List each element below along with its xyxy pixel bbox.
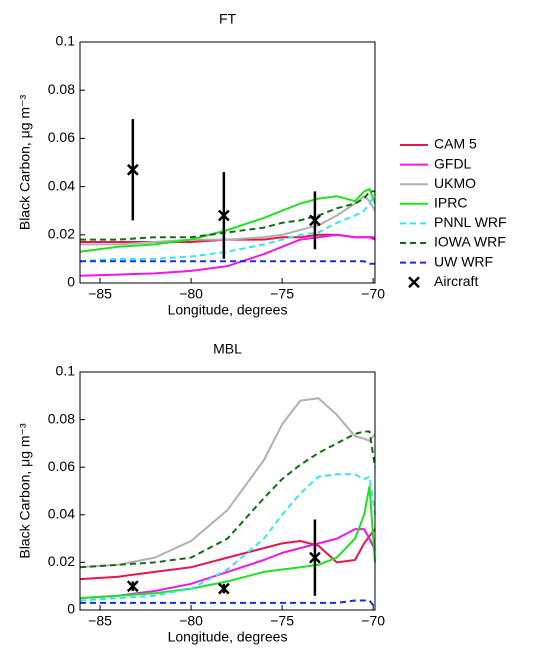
y-axis-label: Black Carbon, μg m⁻³ — [17, 423, 33, 559]
x-tick-label: −80 — [179, 613, 203, 629]
plot-area — [80, 372, 375, 610]
y-tick-label: 0.08 — [48, 410, 75, 426]
axes-frame — [79, 41, 376, 284]
y-tick-label: 0.02 — [48, 226, 75, 242]
series-line — [80, 599, 376, 609]
aircraft-marker — [217, 209, 230, 222]
y-tick-label: 0.04 — [48, 177, 75, 193]
y-tick-label: 0.04 — [48, 506, 75, 522]
y-tick-label: 0.08 — [48, 81, 75, 97]
chart-title: MBL — [213, 341, 242, 357]
aircraft-marker — [217, 582, 230, 595]
series-line — [79, 528, 376, 581]
y-tick-label: 0 — [67, 601, 75, 617]
legend-label: Aircraft — [434, 273, 478, 289]
series-line — [79, 473, 376, 602]
series-line — [79, 397, 376, 569]
x-tick-label: −85 — [88, 286, 112, 302]
aircraft-marker — [126, 580, 139, 593]
legend-label: CAM 5 — [434, 136, 477, 152]
aircraft-marker — [309, 214, 321, 227]
series-line — [79, 233, 375, 277]
legend-label: UKMO — [434, 175, 476, 191]
series-line — [79, 430, 376, 569]
series-line — [80, 195, 376, 246]
axes-frame — [79, 371, 376, 611]
series-line — [79, 485, 376, 600]
series-line — [80, 190, 375, 241]
aircraft-marker — [309, 551, 321, 564]
x-axis-label: Longitude, degrees — [168, 302, 288, 318]
x-tick-label: −70 — [361, 613, 385, 629]
y-tick-label: 0.1 — [56, 363, 76, 379]
aircraft-marker — [126, 163, 139, 176]
y-tick-label: 0.06 — [48, 129, 75, 145]
x-axis-label: Longitude, degrees — [168, 629, 288, 645]
x-tick-label: −75 — [270, 286, 294, 302]
series-line — [79, 528, 376, 600]
y-tick-label: 0.06 — [48, 458, 75, 474]
legend-label: GFDL — [434, 155, 472, 171]
legend-label: IPRC — [434, 195, 467, 211]
legend-label: UW WRF — [434, 253, 493, 269]
x-tick-label: −70 — [361, 286, 385, 302]
legend-label: IOWA WRF — [434, 234, 506, 250]
chart-title: FT — [219, 11, 237, 27]
series-line — [79, 193, 376, 263]
series-line — [79, 188, 376, 253]
y-axis-label: Black Carbon, μg m⁻³ — [17, 95, 33, 231]
y-tick-label: 0.02 — [48, 553, 75, 569]
legend-swatch — [408, 276, 420, 289]
series-line — [80, 260, 375, 265]
y-tick-label: 0.1 — [56, 33, 76, 49]
legend-label: PNNL WRF — [434, 214, 507, 230]
x-tick-label: −85 — [88, 613, 112, 629]
x-tick-label: −80 — [179, 286, 203, 302]
x-tick-label: −75 — [270, 613, 294, 629]
y-tick-label: 0 — [67, 274, 75, 290]
